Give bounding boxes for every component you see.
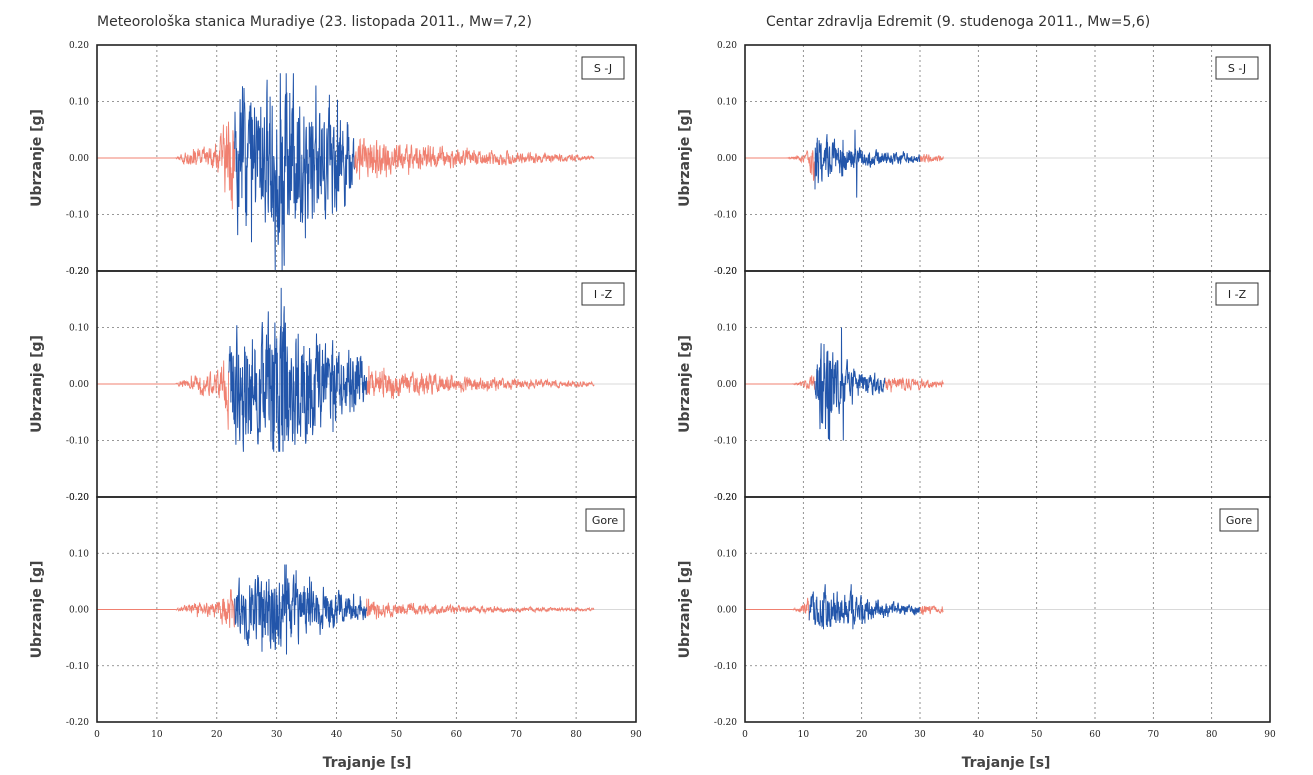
x-tick-label-right-up: 20 — [856, 730, 868, 740]
trace-strong-right-up — [808, 584, 921, 630]
x-tick-label-left-up: 90 — [630, 730, 642, 740]
trace-strong-left-ew — [228, 287, 367, 452]
component-label-left-ew: I -Z — [594, 288, 613, 301]
y-tick-label-right-ns: -0.10 — [714, 211, 737, 221]
trace-strong-right-ns — [814, 129, 921, 198]
y-tick-label-left-up: -0.20 — [66, 718, 89, 728]
trace-weak-onset-left-up — [97, 589, 236, 628]
trace-weak-coda-right-up — [919, 605, 944, 616]
y-tick-label-right-up: 0.20 — [717, 493, 737, 503]
x-axis-label-right: Trajanje [s] — [962, 755, 1051, 771]
y-tick-label-left-ns: 0.00 — [69, 154, 89, 164]
trace-weak-coda-right-ew — [884, 377, 944, 393]
y-axis-label-left-up: Ubrzanje [g] — [29, 561, 45, 659]
x-tick-label-left-up: 60 — [451, 730, 463, 740]
component-label-right-ew: I -Z — [1228, 288, 1247, 301]
y-tick-label-right-ew: 0.00 — [717, 380, 737, 390]
trace-weak-onset-right-ew — [745, 375, 816, 391]
x-tick-label-right-up: 60 — [1089, 730, 1101, 740]
x-tick-label-right-up: 50 — [1031, 730, 1043, 740]
y-tick-label-left-ns: -0.10 — [66, 211, 89, 221]
x-tick-label-left-up: 20 — [211, 730, 223, 740]
x-tick-label-left-up: 70 — [510, 730, 522, 740]
trace-strong-left-up — [234, 564, 367, 655]
trace-weak-onset-right-up — [745, 597, 810, 621]
panel-frame-right-up — [744, 496, 1271, 723]
x-axis-label-left: Trajanje [s] — [323, 755, 412, 771]
y-tick-label-left-up: 0.00 — [69, 606, 89, 616]
labels: Meteorološka stanica Muradiye (23. listo… — [29, 14, 1276, 771]
panel-frames — [96, 44, 1271, 723]
x-tick-label-left-up: 50 — [391, 730, 403, 740]
y-tick-label-left-up: 0.10 — [69, 549, 89, 559]
y-axis-label-right-ew: Ubrzanje [g] — [677, 335, 693, 433]
y-tick-label-left-up: 0.20 — [69, 493, 89, 503]
x-tick-label-left-up: 80 — [570, 730, 582, 740]
y-tick-label-right-ew: 0.20 — [717, 267, 737, 277]
y-tick-label-left-ew: -0.20 — [66, 493, 89, 503]
y-tick-label-right-ew: 0.10 — [717, 324, 737, 334]
x-tick-label-left-up: 10 — [151, 730, 163, 740]
y-tick-label-left-ns: -0.20 — [66, 267, 89, 277]
trace-weak-onset-left-ew — [97, 360, 230, 430]
y-tick-label-left-ns: 0.20 — [69, 41, 89, 51]
x-tick-label-right-up: 30 — [914, 730, 926, 740]
component-label-left-ns: S -J — [594, 62, 612, 75]
component-box-right-up — [1219, 508, 1259, 532]
component-box-left-up — [585, 508, 625, 532]
y-tick-label-right-up: -0.20 — [714, 718, 737, 728]
y-tick-label-left-ew: -0.10 — [66, 437, 89, 447]
x-tick-label-right-up: 80 — [1206, 730, 1218, 740]
y-tick-label-left-ew: 0.20 — [69, 267, 89, 277]
component-label-left-up: Gore — [592, 514, 619, 527]
x-tick-label-left-up: 0 — [94, 730, 100, 740]
y-tick-label-right-ns: 0.20 — [717, 41, 737, 51]
traces — [97, 73, 944, 655]
component-box-right-ew — [1215, 282, 1259, 306]
station-title-right: Centar zdravlja Edremit (9. studenoga 20… — [766, 14, 1150, 30]
x-tick-label-right-up: 0 — [742, 730, 748, 740]
y-tick-label-right-up: -0.10 — [714, 662, 737, 672]
trace-weak-coda-left-ns — [354, 137, 595, 180]
y-tick-label-right-ns: -0.20 — [714, 267, 737, 277]
panel-frame-left-up — [96, 496, 637, 723]
component-box-right-ns — [1215, 56, 1259, 80]
component-label-right-up: Gore — [1226, 514, 1253, 527]
y-tick-label-left-ew: 0.10 — [69, 324, 89, 334]
x-tick-label-right-up: 90 — [1264, 730, 1276, 740]
x-tick-label-right-up: 10 — [798, 730, 810, 740]
component-label-right-ns: S -J — [1228, 62, 1246, 75]
x-tick-label-right-up: 40 — [973, 730, 985, 740]
component-box-left-ns — [581, 56, 625, 80]
y-axis-label-left-ns: Ubrzanje [g] — [29, 109, 45, 207]
y-axis-label-right-ns: Ubrzanje [g] — [677, 109, 693, 207]
y-axis-label-left-ew: Ubrzanje [g] — [29, 335, 45, 433]
y-tick-label-right-ns: 0.00 — [717, 154, 737, 164]
x-tick-label-right-up: 70 — [1148, 730, 1160, 740]
trace-weak-onset-left-ns — [97, 121, 236, 210]
trace-weak-coda-left-ew — [366, 365, 595, 400]
y-tick-label-right-up: 0.00 — [717, 606, 737, 616]
station-title-left: Meteorološka stanica Muradiye (23. listo… — [97, 14, 532, 30]
y-tick-label-left-ns: 0.10 — [69, 98, 89, 108]
y-tick-label-left-ew: 0.00 — [69, 380, 89, 390]
trace-weak-coda-left-up — [366, 598, 595, 620]
y-tick-label-right-ew: -0.10 — [714, 437, 737, 447]
x-tick-label-left-up: 30 — [271, 730, 283, 740]
y-tick-label-right-ns: 0.10 — [717, 98, 737, 108]
component-box-left-ew — [581, 282, 625, 306]
y-tick-label-right-ew: -0.20 — [714, 493, 737, 503]
trace-weak-coda-right-ns — [919, 154, 944, 164]
y-axis-label-right-up: Ubrzanje [g] — [677, 561, 693, 659]
trace-weak-onset-right-ns — [745, 149, 816, 190]
y-tick-label-left-up: -0.10 — [66, 662, 89, 672]
trace-strong-left-ns — [234, 73, 355, 272]
trace-strong-right-ew — [814, 327, 886, 441]
y-tick-label-right-up: 0.10 — [717, 549, 737, 559]
x-tick-label-left-up: 40 — [331, 730, 343, 740]
